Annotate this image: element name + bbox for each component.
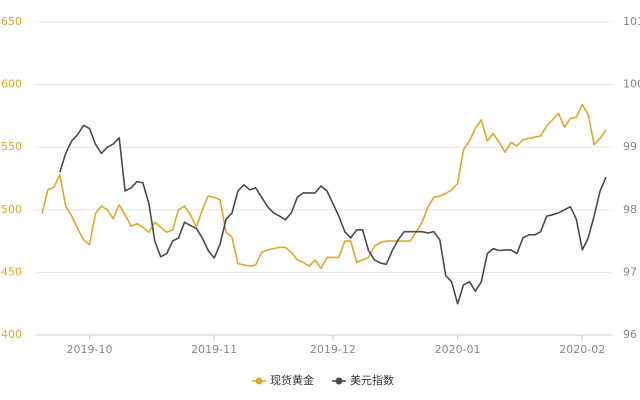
y-tick-label: 1500 xyxy=(0,203,22,216)
y2-tick-label: 96 xyxy=(623,328,637,341)
x-tick-label: 2019-12 xyxy=(310,343,356,356)
series-line xyxy=(41,103,607,270)
legend-label: 现货黄金 xyxy=(270,373,314,387)
y2-tick-label: 99 xyxy=(623,140,637,153)
legend-item: 现货黄金 xyxy=(252,373,314,387)
x-tick-label: 2020-02 xyxy=(559,343,605,356)
y-tick-label: 1600 xyxy=(0,78,22,91)
y2-tick-label: 101 xyxy=(623,15,640,28)
y-tick-label: 1400 xyxy=(0,328,22,341)
legend-label: 美元指数 xyxy=(350,373,394,387)
y-tick-label: 1650 xyxy=(0,15,22,28)
x-tick-label: 2020-01 xyxy=(435,343,481,356)
y-tick-label: 1550 xyxy=(0,140,22,153)
y2-tick-label: 100 xyxy=(623,78,640,91)
legend-marker xyxy=(335,377,343,385)
y-tick-label: 1450 xyxy=(0,265,22,278)
y2-tick-label: 97 xyxy=(623,265,637,278)
x-tick-label: 2019-10 xyxy=(67,343,113,356)
x-tick-label: 2019-11 xyxy=(191,343,237,356)
legend-item: 美元指数 xyxy=(332,373,394,387)
legend-marker xyxy=(255,377,263,385)
y2-tick-label: 98 xyxy=(623,203,637,216)
legend: 现货黄金 美元指数 xyxy=(252,373,394,387)
series-line xyxy=(59,124,607,305)
